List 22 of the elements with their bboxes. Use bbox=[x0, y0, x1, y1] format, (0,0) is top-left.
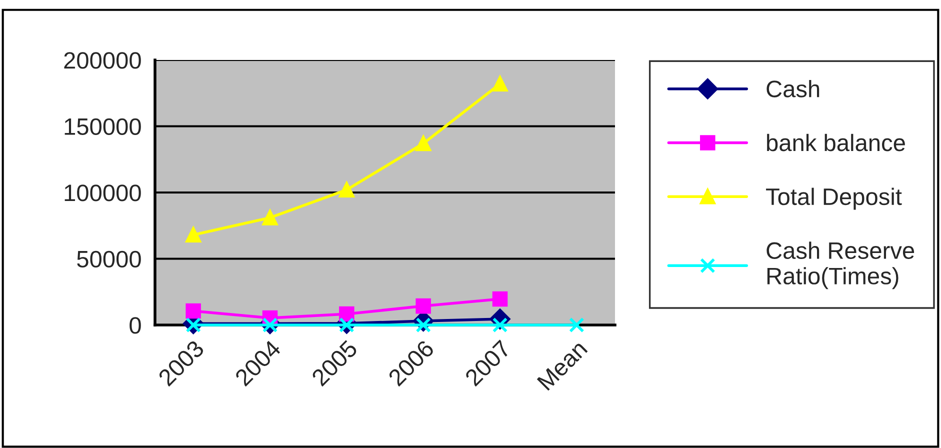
y-tick-label: 200000 bbox=[64, 52, 141, 69]
point bbox=[262, 210, 278, 226]
point bbox=[416, 136, 431, 152]
point bbox=[339, 317, 354, 333]
legend-label: bank balance bbox=[767, 134, 905, 152]
point bbox=[492, 76, 508, 92]
point bbox=[186, 227, 201, 243]
point bbox=[262, 317, 278, 333]
y-tick-label: 0 bbox=[130, 317, 141, 334]
y-tick-label: 100000 bbox=[64, 184, 141, 202]
point bbox=[416, 298, 431, 314]
y-tick-label: 50000 bbox=[77, 250, 141, 268]
point bbox=[569, 317, 584, 333]
legend-label: Total Deposit bbox=[766, 188, 902, 210]
point bbox=[186, 317, 201, 333]
point bbox=[339, 182, 354, 198]
point bbox=[492, 291, 508, 307]
legend-label: Cash Reserve Ratio(Times) bbox=[766, 242, 914, 290]
point bbox=[339, 306, 354, 322]
point bbox=[186, 303, 201, 319]
y-tick-label: 150000 bbox=[64, 118, 141, 136]
legend-label: Cash bbox=[766, 80, 820, 98]
